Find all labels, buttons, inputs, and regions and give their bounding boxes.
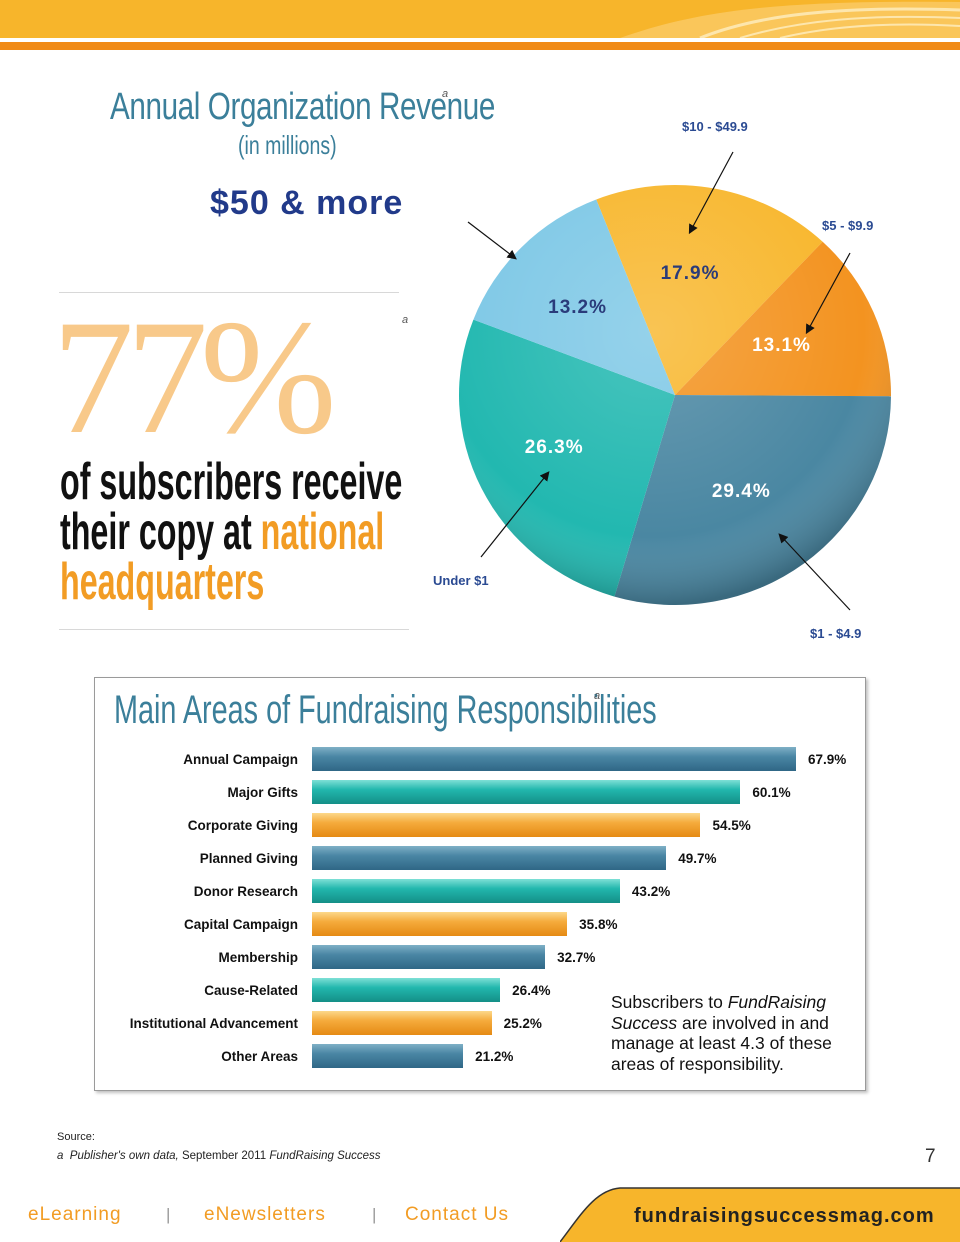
bar-value-label: 35.8% [579,917,618,932]
bar-chart-title: Main Areas of Fundraising Responsibiliti… [114,688,657,732]
bar-category-label: Other Areas [221,1049,298,1064]
bar-value-label: 49.7% [678,851,717,866]
arrow-1-4 [778,533,851,611]
bar-category-label: Major Gifts [227,785,298,800]
bar-value-label: 26.4% [512,983,551,998]
pie-leader-arrows [467,151,851,611]
bar-category-label: Planned Giving [199,851,298,866]
bar-category-label: Annual Campaign [183,752,298,767]
stat-line-2-text: their copy at [60,503,261,561]
arrow-5-9 [805,252,851,335]
footer-link-enewsletters[interactable]: eNewsletters [204,1204,326,1225]
stat-superscript: a [402,314,409,326]
pie-value-5-9: 13.1% [752,334,811,356]
source-date: September 2011 [178,1150,270,1162]
source-citation: a Publisher's own data, September 2011 F… [57,1150,381,1162]
footer-website-link[interactable]: fundraisingsuccessmag.com [634,1205,935,1227]
bar-value-label: 21.2% [475,1049,514,1064]
bar-category-label: Donor Research [193,884,298,899]
header-band [0,0,960,38]
note-text-a: Subscribers to [611,992,728,1012]
footer-tab [560,1187,960,1242]
stat-line-2-highlight: national [260,503,385,561]
note-text-b: are involved in and manage at least 4.3 … [611,1012,832,1074]
bar-chart-note: Subscribers to FundRaising Success are i… [611,992,851,1074]
stat-line-3: headquarters [60,553,265,611]
bar-corporate-giving [312,813,701,837]
footer-separator: | [166,1205,171,1224]
footer-link-elearning[interactable]: eLearning [28,1204,122,1225]
bar-category-label: Capital Campaign [183,917,298,932]
bar-donor-research [312,879,620,903]
bar-institutional-advancement [312,1011,492,1035]
bar-value-label: 43.2% [631,884,671,899]
arrow-10-49 [688,151,734,235]
bar-value-label: 32.7% [557,950,596,965]
bar-capital-campaign [312,912,568,936]
stat-divider-bottom [59,629,409,630]
source-data: Publisher's own data, [69,1150,179,1162]
pie-subtitle: (in millions) [238,130,337,160]
bar-planned-giving [312,846,667,870]
stat-number: 77% [52,287,337,468]
pie-label-5-9: $5 - $9.9 [822,218,874,233]
bar-major-gifts [312,780,741,804]
pie-value-10-49: 17.9% [660,263,720,285]
arrow-50-more [467,221,517,260]
bar-annual-campaign [312,747,796,771]
bar-category-label: Institutional Advancement [129,1016,298,1031]
bar-category-label: Corporate Giving [187,818,298,833]
pie-value-under-1: 26.3% [524,437,584,459]
source-publication: FundRaising Success [269,1150,381,1162]
bar-value-label: 60.1% [752,785,791,800]
pie-label-10-49: $10 - $49.9 [682,119,748,134]
pie-label-1-4: $1 - $4.9 [810,626,862,641]
pie-title-superscript: a [442,88,449,100]
stat-line-2: their copy at national [60,506,384,558]
bar-membership [312,945,546,969]
source-label: Source: [57,1131,95,1143]
pie-label-under-1: Under $1 [433,573,489,588]
bar-category-label: Membership [218,950,298,965]
bar-value-label: 25.2% [503,1016,542,1031]
footer-link-contact-us[interactable]: Contact Us [405,1204,509,1225]
header-rule [0,42,960,50]
stat-line-1: of subscribers receive [60,453,403,511]
source-superscript: a [57,1150,64,1162]
note-publication: FundRaising Success [611,992,826,1033]
pie-shading [459,185,891,605]
page-number: 7 [925,1146,936,1167]
bar-category-label: Cause-Related [204,983,298,998]
pie-highlight-label: $50 & more [210,184,404,222]
header-swoosh [620,1,960,38]
pie-chart [458,184,891,605]
pie-title: Annual Organization Revenue [110,86,495,128]
bar-value-label: 54.5% [712,818,751,833]
stat-divider-top [59,292,399,293]
bar-chart-superscript: a [594,690,601,702]
pie-value-50-more: 13.2% [548,297,608,319]
bar-value-label: 67.9% [808,752,847,767]
bar-other-areas [312,1044,464,1068]
bar-cause-related [312,978,501,1002]
pie-value-1-4: 29.4% [711,480,771,502]
arrow-under-1 [480,471,550,558]
footer-separator: | [372,1205,377,1224]
